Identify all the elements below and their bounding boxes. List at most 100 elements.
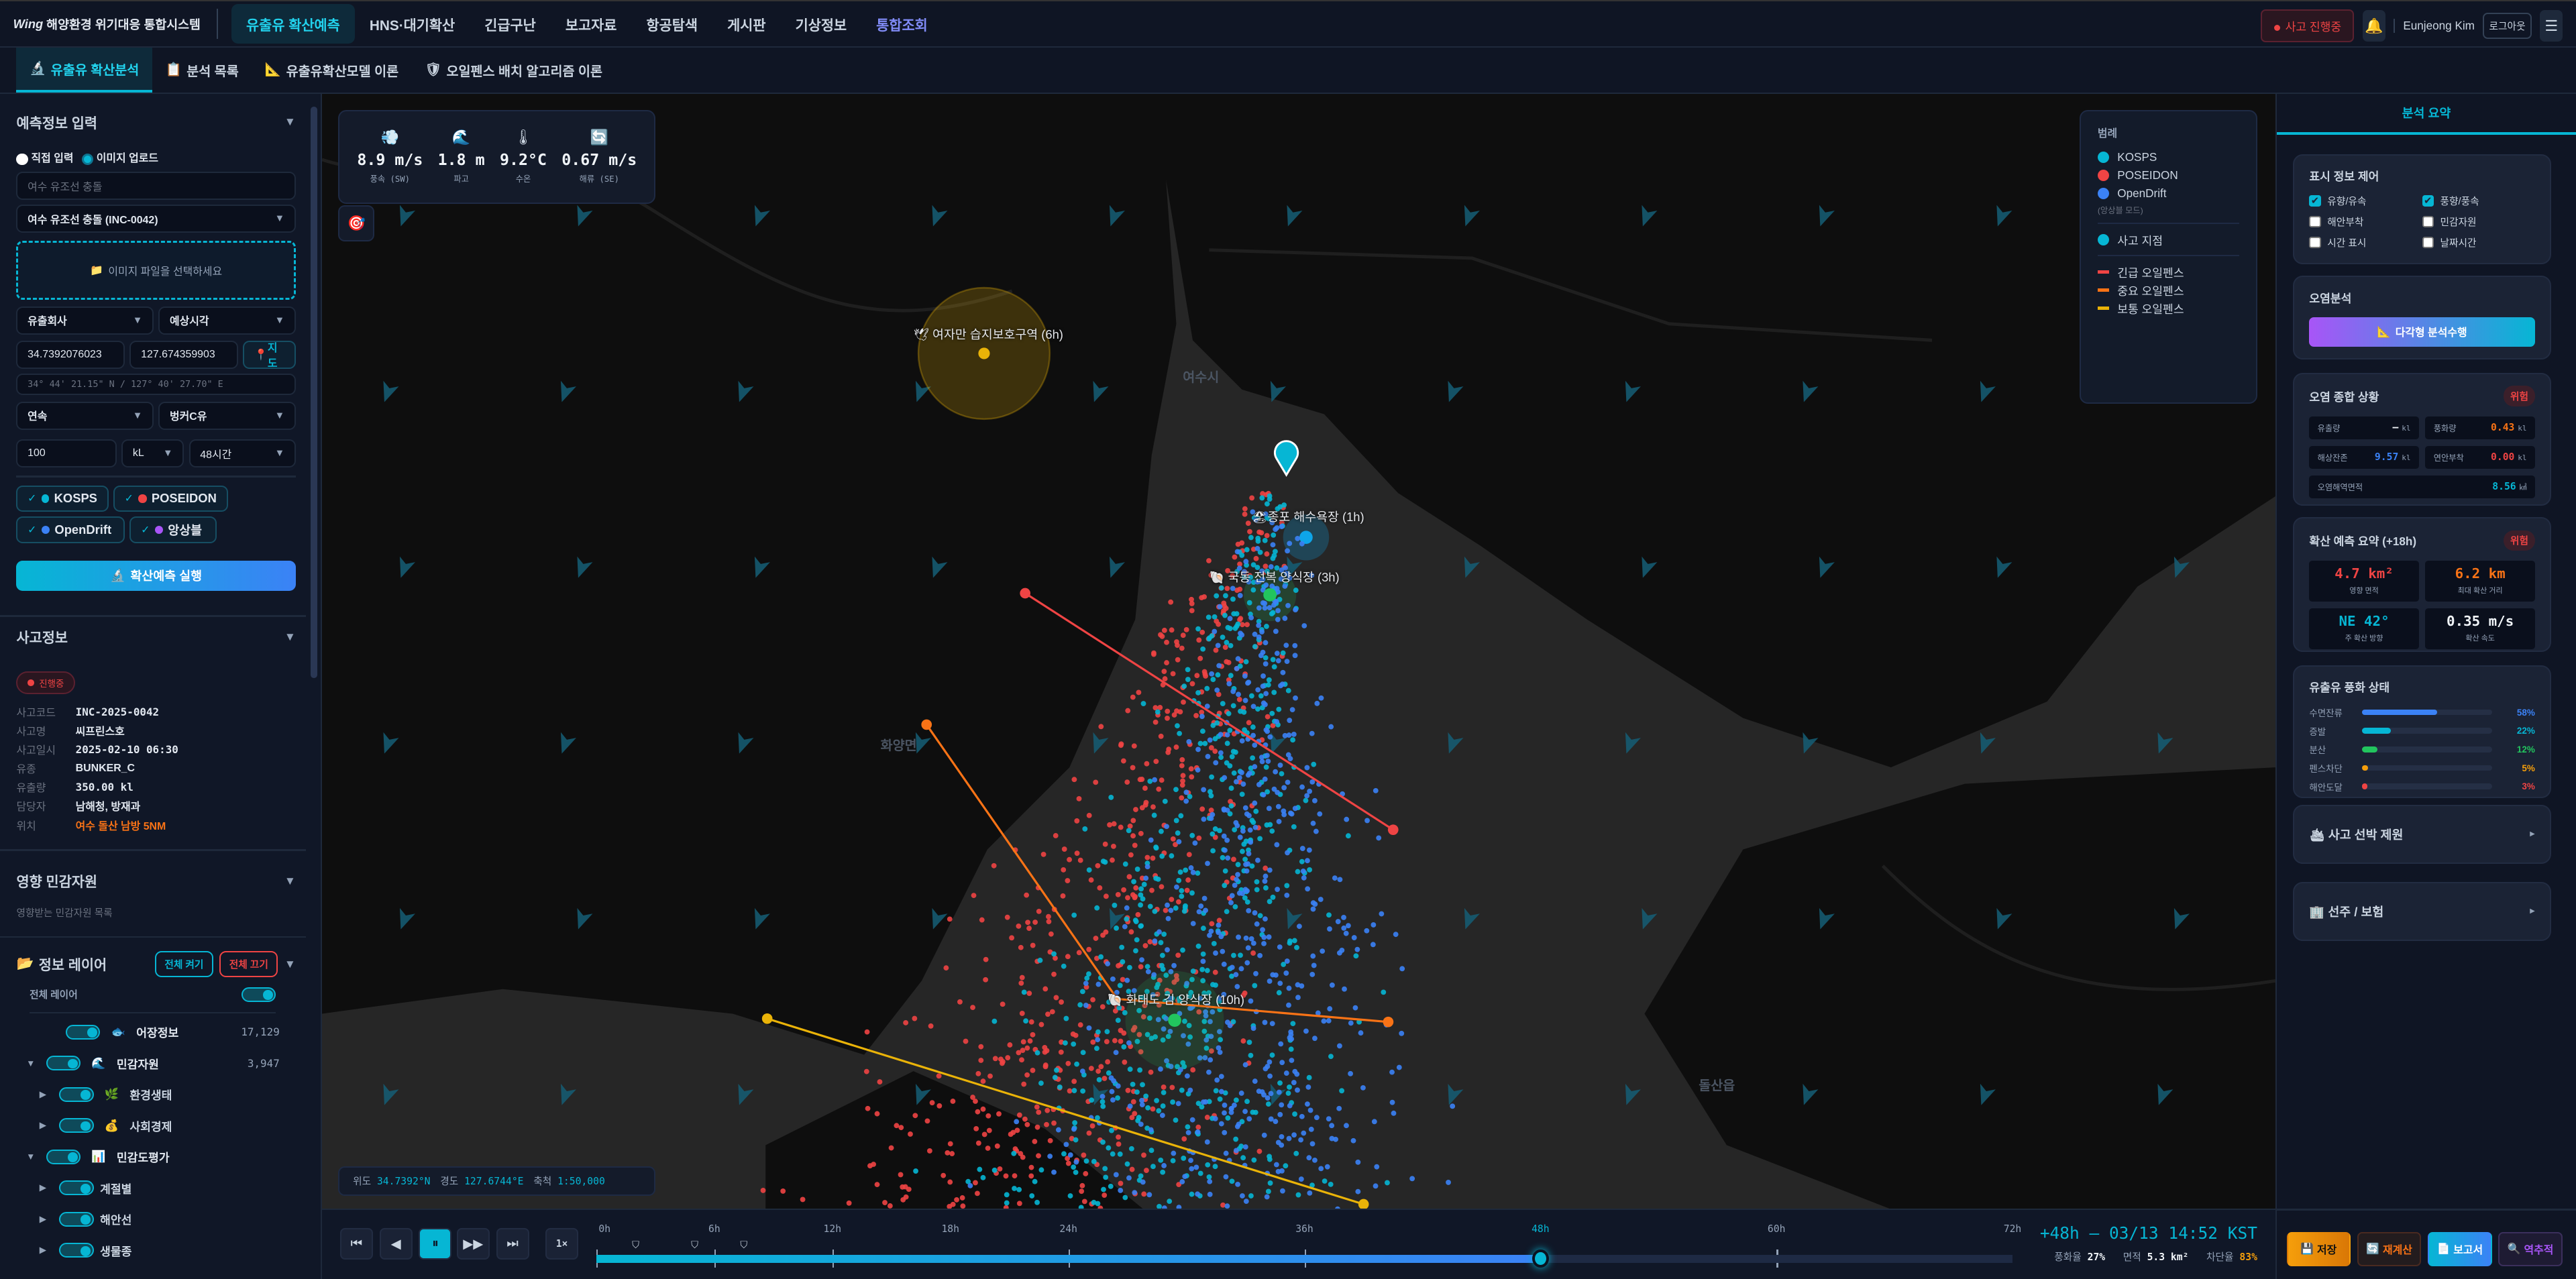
nav-item[interactable]: 보고자료 [565, 17, 617, 34]
run-prediction-button[interactable]: 🔬 확산예측 실행 [16, 561, 296, 591]
skip-end-button[interactable]: ⏭ [496, 1228, 529, 1260]
target-icon[interactable]: 🎯 [338, 205, 375, 241]
action-document-button[interactable]: 📄 보고서 [2428, 1231, 2492, 1267]
layer-toggle[interactable] [59, 1087, 94, 1102]
layer-toggle[interactable] [65, 1024, 101, 1040]
radio-direct[interactable]: 직접 입력 [16, 150, 73, 165]
owner-insurance-card[interactable]: 🏢 선주 / 보험 ▶ [2293, 882, 2551, 942]
amount-input[interactable]: 100 [16, 439, 117, 467]
expand-icon[interactable]: ▶ [39, 1089, 47, 1099]
map-pick-button[interactable]: 📍 지도 [243, 341, 296, 370]
incident-status-badge[interactable]: 사고 진행중 [2261, 9, 2355, 42]
layer-item[interactable]: ▼ 🌊 민감자원 3,947 [16, 1048, 321, 1079]
all-layers-toggle[interactable] [241, 987, 276, 1002]
expand-icon[interactable]: ▼ [26, 1058, 36, 1068]
expand-icon[interactable]: ▶ [39, 1213, 47, 1224]
bell-icon[interactable]: 🔔 [2362, 10, 2385, 42]
image-dropzone[interactable]: 📁 이미지 파일을 선택하세요 [16, 241, 296, 300]
nav-item[interactable]: 유출유 확산예측 [231, 3, 355, 44]
layer-item[interactable]: ▶ 🌿 환경생태 [16, 1079, 321, 1111]
display-checkbox[interactable]: 민감자원 [2422, 215, 2535, 229]
tab-0[interactable]: 🔬 유출유 확산분석 [16, 48, 152, 93]
skip-start-button[interactable]: ⏮ [339, 1228, 373, 1260]
all-layers-off-button[interactable]: 전체 끄기 [219, 950, 278, 978]
tab-2[interactable]: 📐 유출유확산모델 이론 [252, 48, 411, 93]
checkbox[interactable]: ✔ [2309, 194, 2321, 207]
brand[interactable]: Wing 해양환경 위기대응 통합시스템 [13, 9, 219, 39]
display-checkbox[interactable]: ✔ 유향/유속 [2309, 194, 2422, 208]
layer-toggle[interactable] [59, 1180, 94, 1196]
incident-name-input[interactable]: 여수 유조선 충돌 [16, 172, 296, 200]
checkbox[interactable] [2309, 215, 2321, 227]
step-back-button[interactable]: ◀ [379, 1228, 413, 1260]
pause-button[interactable]: ⏸ [419, 1228, 452, 1260]
latitude-input[interactable]: 34.7392076023 [16, 341, 125, 370]
tab-1[interactable]: 📋 분석 목록 [152, 48, 252, 93]
expand-icon[interactable]: ▼ [26, 1152, 36, 1162]
tab-3[interactable]: 🛡 오일펜스 배치 알고리즘 이론 [412, 48, 616, 93]
model-chip[interactable]: ✓ 앙상블 [129, 516, 217, 543]
expand-icon[interactable]: ▶ [39, 1120, 47, 1131]
checkbox[interactable] [2309, 236, 2321, 248]
layer-item[interactable]: ▶ 생물종 [16, 1235, 321, 1266]
polygon-analysis-button[interactable]: 📐 다각형 분석수행 [2309, 317, 2535, 347]
timeline-slider[interactable] [596, 1249, 2012, 1268]
incident-select[interactable]: 여수 유조선 충돌 (INC-0042) ▼ [16, 205, 296, 233]
layer-item[interactable]: ▶ 해안선 [16, 1204, 321, 1235]
checkbox[interactable]: ✔ [2422, 194, 2434, 207]
sensitive-header[interactable]: 영향 민감자원 ▼ [16, 873, 296, 891]
ship-spec-card[interactable]: 🛳 사고 선박 제원 ▶ [2293, 804, 2551, 865]
all-layers-on-button[interactable]: 전체 켜기 [155, 950, 213, 978]
nav-item[interactable]: 통합조회 [876, 17, 928, 34]
checkbox[interactable] [2422, 215, 2434, 227]
time-select[interactable]: 예상시각 ▼ [158, 307, 296, 335]
sidebar-scrollbar[interactable] [311, 107, 318, 679]
layer-toggle[interactable] [46, 1056, 80, 1071]
display-checkbox[interactable]: ✔ 풍향/풍속 [2422, 194, 2535, 208]
predict-input-header[interactable]: 예측정보 입력 ▼ [16, 112, 295, 132]
layer-item[interactable]: ▶ 계절별 [16, 1172, 321, 1204]
company-select[interactable]: 유출회사 ▼ [16, 307, 154, 335]
layer-item[interactable]: ▶ 💰 사회경제 [16, 1110, 321, 1142]
hamburger-icon[interactable]: ☰ [2540, 10, 2563, 42]
longitude-input[interactable]: 127.674359903 [129, 341, 239, 370]
expand-icon[interactable]: ▶ [39, 1182, 47, 1193]
nav-item[interactable]: HNS·대기확산 [369, 17, 455, 34]
layer-item[interactable]: 🐟 어장정보 17,129 [16, 1017, 321, 1048]
layer-item[interactable]: ▼ 📊 민감도평가 [16, 1142, 321, 1173]
layer-toggle[interactable] [59, 1211, 94, 1227]
duration-select[interactable]: 48시간 ▼ [189, 439, 296, 467]
nav-item[interactable]: 항공탐색 [646, 17, 698, 34]
action-refresh-button[interactable]: 🔄 재계산 [2357, 1231, 2422, 1267]
checkbox[interactable] [2422, 236, 2434, 248]
fence-event-icon[interactable]: ⛉ [740, 1239, 748, 1251]
nav-item[interactable]: 게시판 [727, 17, 766, 34]
spill-type-select[interactable]: 연속 ▼ [16, 401, 154, 430]
action-magnifier-button[interactable]: 🔍 역추적 [2498, 1231, 2563, 1267]
tab-analysis-summary[interactable]: 분석 요약 [2276, 94, 2576, 135]
fence-event-icon[interactable]: ⛉ [691, 1239, 699, 1251]
radio-image-upload[interactable]: 이미지 업로드 [81, 150, 158, 165]
display-checkbox[interactable]: 날짜시간 [2422, 235, 2535, 249]
nav-item[interactable]: 긴급구난 [484, 17, 536, 34]
nav-item[interactable]: 기상정보 [795, 17, 847, 34]
expand-icon[interactable]: ▶ [39, 1245, 47, 1256]
logout-button[interactable]: 로그아웃 [2483, 12, 2532, 40]
layer-toggle[interactable] [59, 1118, 94, 1133]
display-checkbox[interactable]: 시간 표시 [2309, 235, 2422, 249]
collapse-icon[interactable]: ▼ [284, 956, 296, 970]
timeline-handle[interactable] [1532, 1249, 1549, 1268]
layer-toggle[interactable] [46, 1149, 80, 1164]
layer-toggle[interactable] [59, 1243, 94, 1258]
map-layer[interactable] [322, 93, 2275, 1209]
fence-event-icon[interactable]: ⛉ [632, 1239, 640, 1251]
step-forward-button[interactable]: ▶▶ [456, 1228, 490, 1260]
oil-type-select[interactable]: 벙커C유 ▼ [158, 401, 296, 430]
model-chip[interactable]: ✓ OpenDrift [16, 516, 125, 543]
model-chip[interactable]: ✓ POSEIDON [113, 485, 229, 512]
speed-button[interactable]: 1× [545, 1228, 579, 1260]
display-checkbox[interactable]: 해안부착 [2309, 215, 2422, 229]
incident-info-header[interactable]: 사고정보 ▼ [16, 629, 296, 647]
unit-select[interactable]: kL ▼ [121, 439, 184, 467]
model-chip[interactable]: ✓ KOSPS [16, 485, 109, 512]
